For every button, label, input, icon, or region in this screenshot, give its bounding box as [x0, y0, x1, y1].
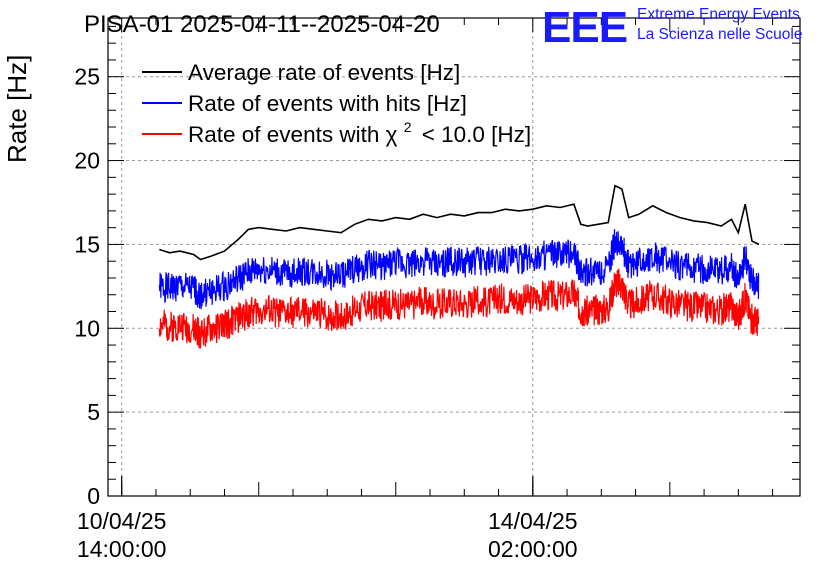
eee-logo: EEE Extreme Energy Events La Scienza nel… [542, 3, 802, 52]
legend-label-chi2: Rate of events with χ 2 < 10.0 [Hz] [188, 112, 531, 147]
legend-label-chi2-sup: 2 [404, 119, 412, 135]
y-tick-label: 20 [74, 148, 100, 174]
y-tick-label: 0 [87, 483, 100, 509]
x-tick-label-date: 10/04/25 [77, 508, 167, 534]
y-tick-label: 15 [74, 231, 100, 257]
series-average [159, 184, 760, 261]
plot-frame [107, 17, 801, 497]
y-tick-label: 25 [74, 64, 100, 90]
legend-label-average: Average rate of events [Hz] [188, 60, 460, 85]
series-layer [158, 184, 760, 349]
series-line-hits [158, 228, 760, 310]
y-axis-label: Rate [Hz] [2, 55, 32, 163]
legend-label-hits: Rate of events with hits [Hz] [188, 91, 467, 116]
x-tick-label-time: 02:00:00 [488, 536, 578, 562]
legend-label-chi2-tail: < 10.0 [Hz] [422, 122, 531, 147]
series-line-average [159, 184, 760, 261]
y-tick-label: 5 [87, 399, 100, 425]
logo-eee: EEE [542, 3, 627, 52]
plot-background [108, 18, 800, 496]
series-line-chi2 [158, 268, 760, 349]
chart-title: PISA-01 2025-04-11--2025-04-20 [84, 11, 440, 38]
plot-area [108, 18, 800, 496]
logo-line-2: La Scienza nelle Scuole [637, 26, 802, 43]
logo-line-1: Extreme Energy Events [637, 6, 800, 23]
series-hits [158, 228, 760, 310]
legend-label-chi2-main: Rate of events with χ [188, 122, 398, 147]
axes [107, 17, 801, 497]
legend: Average rate of events [Hz] Rate of even… [142, 60, 531, 147]
x-tick-label-time: 14:00:00 [77, 536, 167, 562]
series-chi2 [158, 268, 760, 349]
y-tick-label: 10 [74, 315, 100, 341]
x-tick-label-date: 14/04/25 [488, 508, 578, 534]
